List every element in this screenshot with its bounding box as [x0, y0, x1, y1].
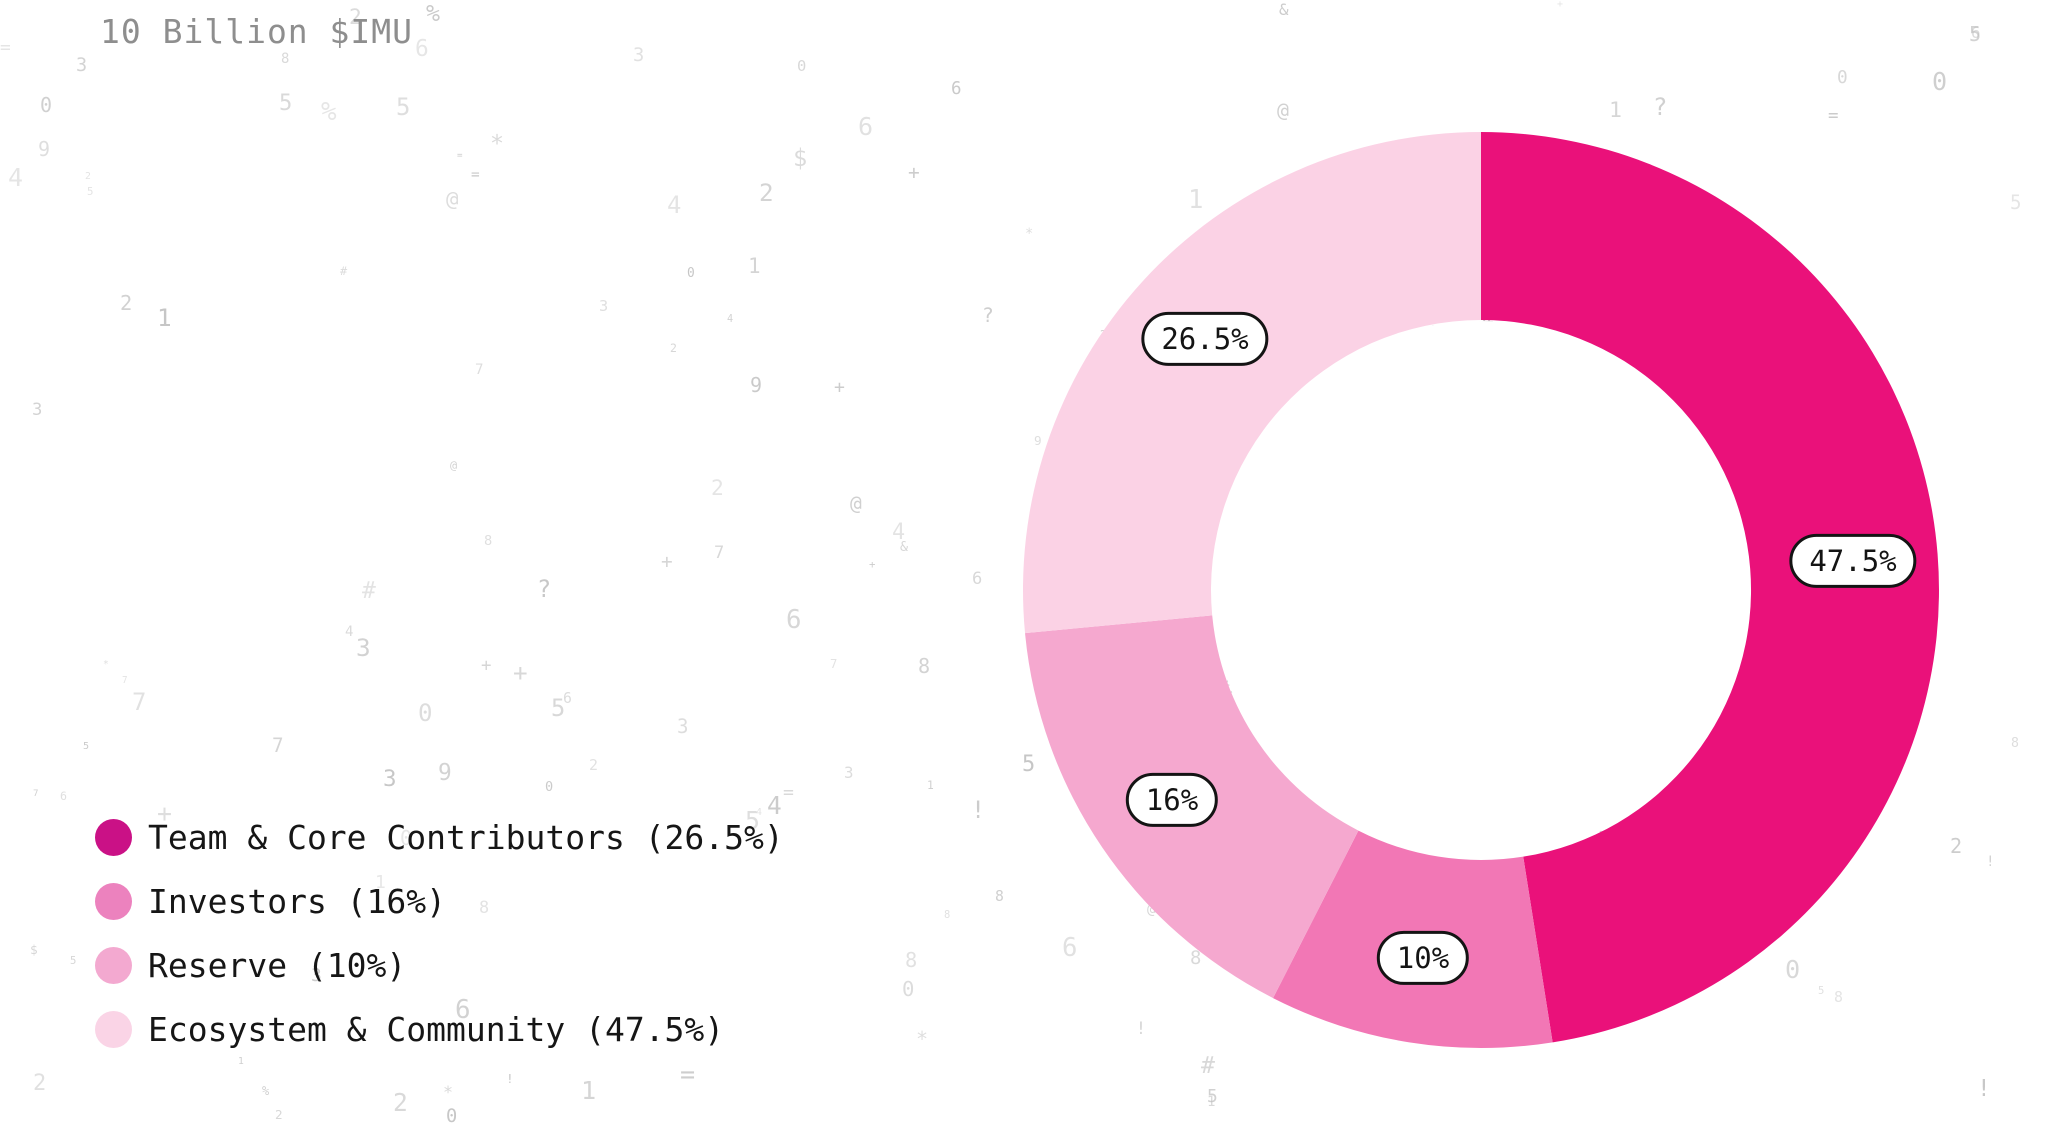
legend-label: Reserve (10%): [148, 945, 407, 985]
slice-label-pill-10%: 10%: [1376, 930, 1470, 986]
slice-label-pill-16%: 16%: [1125, 772, 1219, 828]
legend-item-3: Reserve (10%): [95, 933, 784, 997]
legend-dot: [95, 1010, 132, 1048]
legend-item-4: Ecosystem & Community (47.5%): [95, 997, 784, 1061]
chart-title: 10 Billion $IMU: [100, 12, 414, 51]
legend-label: Team & Core Contributors (26.5%): [148, 817, 784, 857]
legend-label: Ecosystem & Community (47.5%): [148, 1009, 725, 1049]
legend-label: Investors (16%): [148, 881, 447, 921]
slice-label-pill-26.5%: 26.5%: [1141, 311, 1269, 367]
legend-dot: [95, 818, 132, 856]
slice-label-pill-47.5%: 47.5%: [1789, 533, 1917, 589]
legend-dot: [95, 946, 132, 984]
legend-item-2: Investors (16%): [95, 869, 784, 933]
donut-hole: [1212, 321, 1750, 859]
legend-dot: [95, 882, 132, 920]
donut-slice-47.5%: [1481, 132, 1939, 1043]
legend-item-1: Team & Core Contributors (26.5%): [95, 805, 784, 869]
chart-legend: Team & Core Contributors (26.5%) Investor…: [95, 805, 784, 1061]
donut-slice-26.5%: [1022, 132, 1481, 634]
